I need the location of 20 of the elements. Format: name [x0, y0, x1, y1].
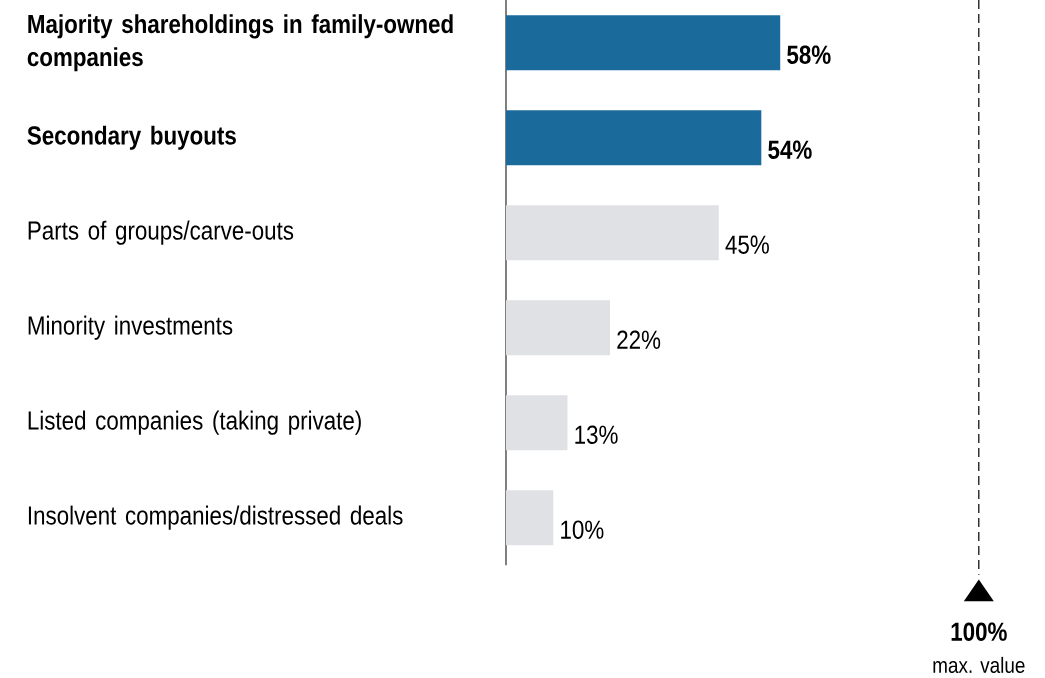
- bar: [506, 300, 611, 356]
- y-tick-label: Insolvent companies/distressed deals: [28, 505, 403, 530]
- data-label: 58%: [787, 45, 831, 64]
- data-label: 22%: [617, 330, 661, 349]
- text: max. value: [933, 656, 1025, 674]
- y-tick-label: Listed companies (taking private): [28, 410, 361, 435]
- y-tick-label: Minority investments: [28, 315, 233, 340]
- bar: [506, 490, 554, 546]
- data-label: 45%: [725, 235, 769, 254]
- y-tick-label: Majority shareholdings in family-owned companies: [27, 14, 453, 72]
- bar: [506, 110, 762, 166]
- data-label: 54%: [768, 140, 812, 159]
- bar: [506, 15, 781, 71]
- bar: [506, 395, 568, 451]
- ref-line-label: 100%: [951, 622, 1007, 641]
- data-label: 10%: [561, 520, 604, 539]
- y-tick-label: Secondary buyouts: [27, 125, 236, 150]
- bar: [506, 205, 719, 261]
- y-tick-label: Parts of groups/carve-outs: [28, 220, 294, 245]
- data-label: 13%: [575, 425, 618, 444]
